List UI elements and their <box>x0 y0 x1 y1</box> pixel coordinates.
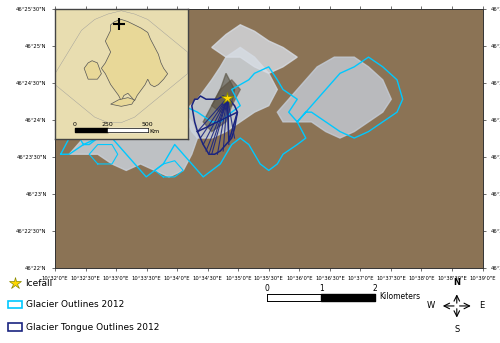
Text: 250: 250 <box>102 122 114 127</box>
Text: Glacier Tongue Outlines 2012: Glacier Tongue Outlines 2012 <box>26 323 159 332</box>
Polygon shape <box>203 73 234 132</box>
Text: 0: 0 <box>265 284 270 293</box>
Text: E: E <box>479 301 484 310</box>
Text: 1: 1 <box>319 284 324 293</box>
Text: Glacier Outlines 2012: Glacier Outlines 2012 <box>26 300 124 309</box>
Text: Km: Km <box>149 129 160 134</box>
Polygon shape <box>84 61 102 79</box>
Bar <box>8 301 22 308</box>
Bar <box>8 323 22 331</box>
Text: 0: 0 <box>73 122 77 127</box>
Text: 2: 2 <box>373 284 378 293</box>
Text: Kilometers: Kilometers <box>379 292 420 301</box>
Text: 500: 500 <box>142 122 154 127</box>
Polygon shape <box>212 25 297 73</box>
Polygon shape <box>278 57 392 138</box>
Polygon shape <box>69 57 198 177</box>
Polygon shape <box>102 20 168 101</box>
Polygon shape <box>110 98 134 106</box>
Polygon shape <box>212 80 240 112</box>
Polygon shape <box>55 11 188 123</box>
Text: W: W <box>426 301 434 310</box>
Text: N: N <box>454 278 460 287</box>
Text: S: S <box>454 325 460 334</box>
Text: Icefall: Icefall <box>26 279 53 288</box>
Polygon shape <box>183 47 278 138</box>
